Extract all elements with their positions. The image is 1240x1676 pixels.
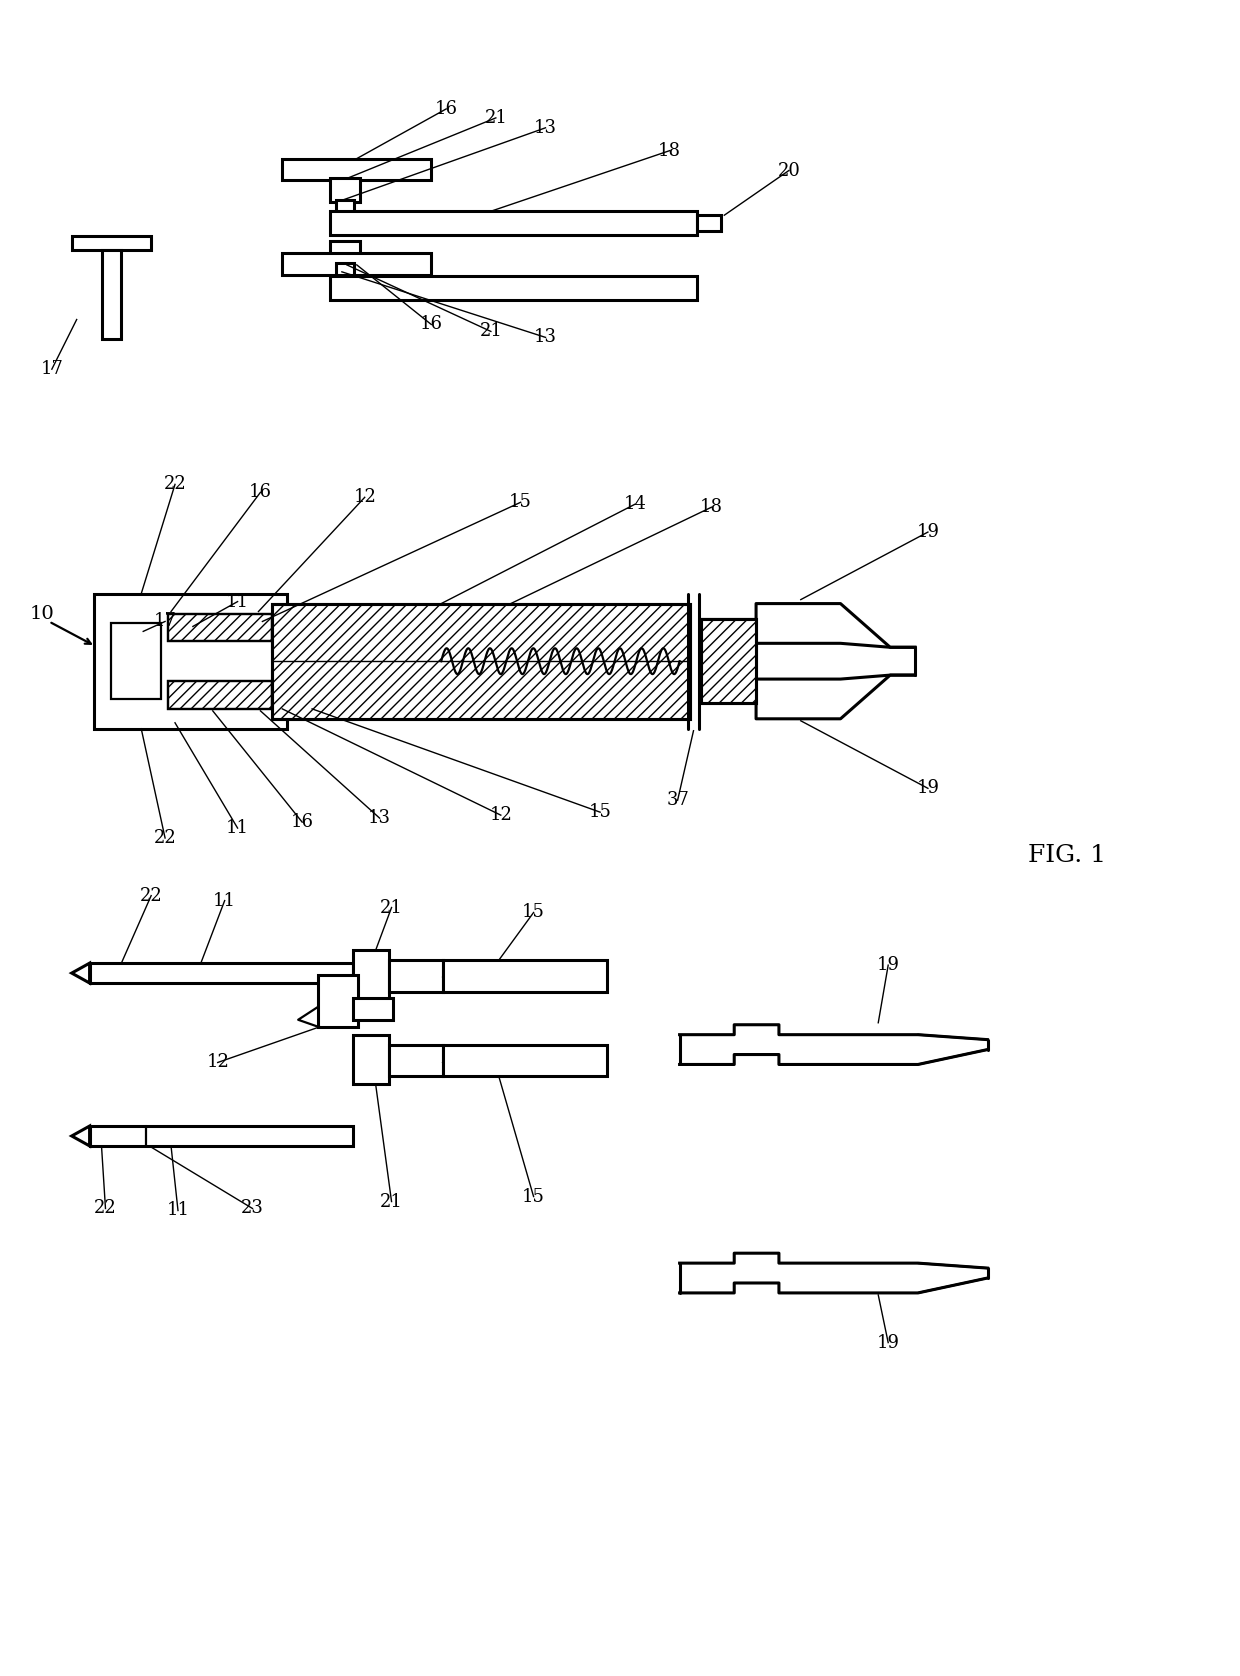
Text: 18: 18 (699, 498, 723, 516)
Text: 22: 22 (94, 1200, 117, 1217)
Text: 13: 13 (534, 328, 557, 347)
Text: 17: 17 (154, 612, 176, 630)
Text: 23: 23 (241, 1200, 264, 1217)
Text: 19: 19 (916, 779, 940, 798)
Bar (702, 620, 756, 702)
Bar (317, 975, 358, 1027)
Bar (330, 241, 360, 265)
Text: 21: 21 (381, 1193, 403, 1210)
Bar (72, 236, 151, 250)
Text: 14: 14 (624, 496, 646, 513)
Text: 22: 22 (154, 830, 176, 846)
Bar (273, 670, 436, 701)
Bar (443, 960, 608, 992)
Text: 15: 15 (589, 803, 611, 821)
Bar (112, 623, 161, 699)
Text: 18: 18 (658, 142, 681, 159)
Text: 21: 21 (480, 322, 502, 340)
Text: 19: 19 (877, 955, 900, 974)
Bar (330, 178, 360, 203)
Bar (443, 1044, 608, 1076)
Polygon shape (72, 1126, 89, 1146)
Bar (102, 250, 122, 339)
Text: 15: 15 (510, 493, 532, 511)
Bar (330, 277, 697, 300)
Text: 13: 13 (368, 810, 391, 828)
Bar (93, 593, 288, 729)
Bar (353, 997, 393, 1019)
Text: 12: 12 (353, 488, 376, 506)
Bar (353, 950, 388, 1001)
Text: 11: 11 (226, 820, 249, 836)
Text: 19: 19 (877, 1334, 900, 1351)
Text: 11: 11 (166, 1202, 190, 1220)
Bar (273, 603, 689, 719)
Bar (283, 159, 432, 181)
Text: 19: 19 (916, 523, 940, 541)
Bar (169, 613, 273, 642)
Text: 16: 16 (435, 101, 458, 117)
Bar (169, 680, 273, 709)
Bar (89, 964, 353, 984)
Text: 13: 13 (534, 119, 557, 137)
Text: 16: 16 (290, 813, 314, 831)
Text: 21: 21 (381, 898, 403, 917)
Bar (169, 613, 273, 642)
Bar (388, 1044, 443, 1076)
Text: 37: 37 (666, 791, 689, 810)
Bar (353, 1034, 388, 1084)
Polygon shape (72, 964, 89, 984)
Text: 17: 17 (41, 360, 63, 379)
Text: 11: 11 (213, 892, 236, 910)
Text: 15: 15 (522, 903, 546, 922)
Bar (283, 253, 432, 275)
Bar (169, 680, 273, 709)
Text: FIG. 1: FIG. 1 (1028, 845, 1106, 868)
Bar (336, 201, 353, 215)
Text: 12: 12 (206, 1054, 229, 1071)
Bar (89, 1126, 353, 1146)
Text: 22: 22 (140, 887, 162, 905)
Text: 16: 16 (420, 315, 443, 334)
Text: 21: 21 (485, 109, 507, 127)
Text: 15: 15 (522, 1188, 546, 1205)
Bar (330, 211, 697, 235)
Bar (388, 960, 443, 992)
Bar (336, 263, 353, 275)
Text: 11: 11 (226, 593, 249, 610)
Bar (273, 603, 689, 719)
Text: 12: 12 (490, 806, 512, 825)
Text: 16: 16 (249, 483, 272, 501)
Bar (273, 622, 436, 652)
Text: 22: 22 (164, 476, 186, 493)
Bar (697, 215, 722, 231)
Text: 10: 10 (30, 605, 55, 622)
Text: 20: 20 (777, 161, 800, 179)
Bar (702, 620, 756, 702)
